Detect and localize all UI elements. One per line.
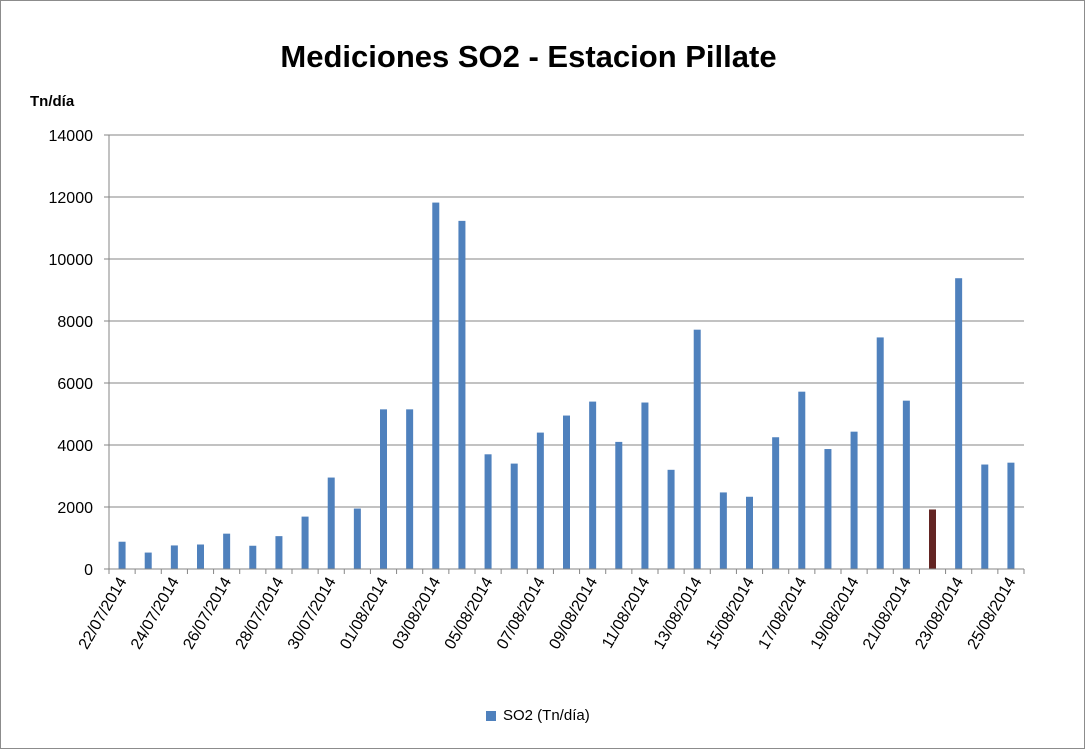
bar: [1007, 462, 1015, 569]
y-axis-label: Tn/día: [30, 93, 75, 110]
bar: [641, 402, 649, 569]
x-tick-label: 26/07/2014: [180, 574, 235, 652]
y-tick-label: 14000: [49, 128, 94, 145]
bar: [850, 431, 858, 569]
bar: [876, 337, 884, 569]
bar: [510, 463, 518, 569]
y-tick-label: 8000: [57, 314, 93, 331]
x-tick-label: 21/08/2014: [860, 574, 915, 652]
x-tick-label: 15/08/2014: [703, 574, 758, 652]
x-tick-label: 11/08/2014: [599, 574, 653, 651]
bar: [929, 509, 936, 569]
x-tick-label: 17/08/2014: [755, 574, 810, 652]
bar: [327, 477, 335, 569]
y-tick-label: 4000: [57, 438, 93, 455]
x-tick-label: 05/08/2014: [442, 574, 497, 652]
bar: [223, 533, 231, 569]
x-tick-label: 23/08/2014: [912, 574, 967, 652]
x-tick-label: 01/08/2014: [337, 574, 392, 652]
bar: [798, 391, 806, 569]
y-tick-label: 2000: [57, 500, 93, 517]
x-tick-label: 07/08/2014: [494, 574, 549, 652]
bar: [981, 464, 989, 569]
bar: [275, 536, 283, 569]
x-tick-label: 30/07/2014: [285, 574, 340, 652]
bar: [170, 545, 178, 569]
bar: [484, 454, 492, 569]
y-tick-label: 0: [84, 562, 93, 579]
bar: [380, 409, 387, 569]
bar: [772, 437, 780, 569]
bar: [118, 541, 126, 569]
legend: SO2 (Tn/día): [486, 707, 590, 724]
y-tick-label: 12000: [49, 190, 94, 207]
bar: [353, 508, 361, 569]
x-tick-label: 25/08/2014: [965, 574, 1020, 652]
x-tick-label: 28/07/2014: [233, 574, 288, 652]
chart-title: Mediciones SO2 - Estacion Pillate: [280, 39, 777, 74]
bar: [719, 492, 727, 569]
legend-label: SO2 (Tn/día): [503, 707, 590, 724]
legend-swatch: [486, 710, 496, 721]
bar: [432, 202, 440, 569]
bar: [197, 544, 204, 569]
bar: [824, 449, 832, 569]
bar: [589, 401, 597, 569]
bar: [563, 415, 570, 569]
x-tick-label: 03/08/2014: [389, 574, 444, 652]
bar: [667, 469, 675, 569]
y-tick-label: 6000: [57, 376, 93, 393]
bar: [144, 552, 152, 569]
bar: [536, 432, 544, 569]
bar: [955, 278, 963, 569]
bar: [406, 409, 414, 569]
x-tick-label: 24/07/2014: [128, 574, 183, 652]
bar: [615, 441, 623, 569]
x-tick-label: 13/08/2014: [651, 574, 706, 652]
bar: [249, 545, 257, 569]
y-tick-label: 10000: [49, 252, 94, 269]
x-tick-label: 09/08/2014: [546, 574, 601, 652]
bar: [693, 329, 701, 569]
bar: [746, 496, 753, 569]
bar: [458, 220, 466, 569]
bar: [301, 516, 309, 569]
bar: [902, 400, 910, 569]
x-tick-label: 19/08/2014: [808, 574, 863, 652]
x-tick-label: 22/07/2014: [76, 574, 131, 652]
